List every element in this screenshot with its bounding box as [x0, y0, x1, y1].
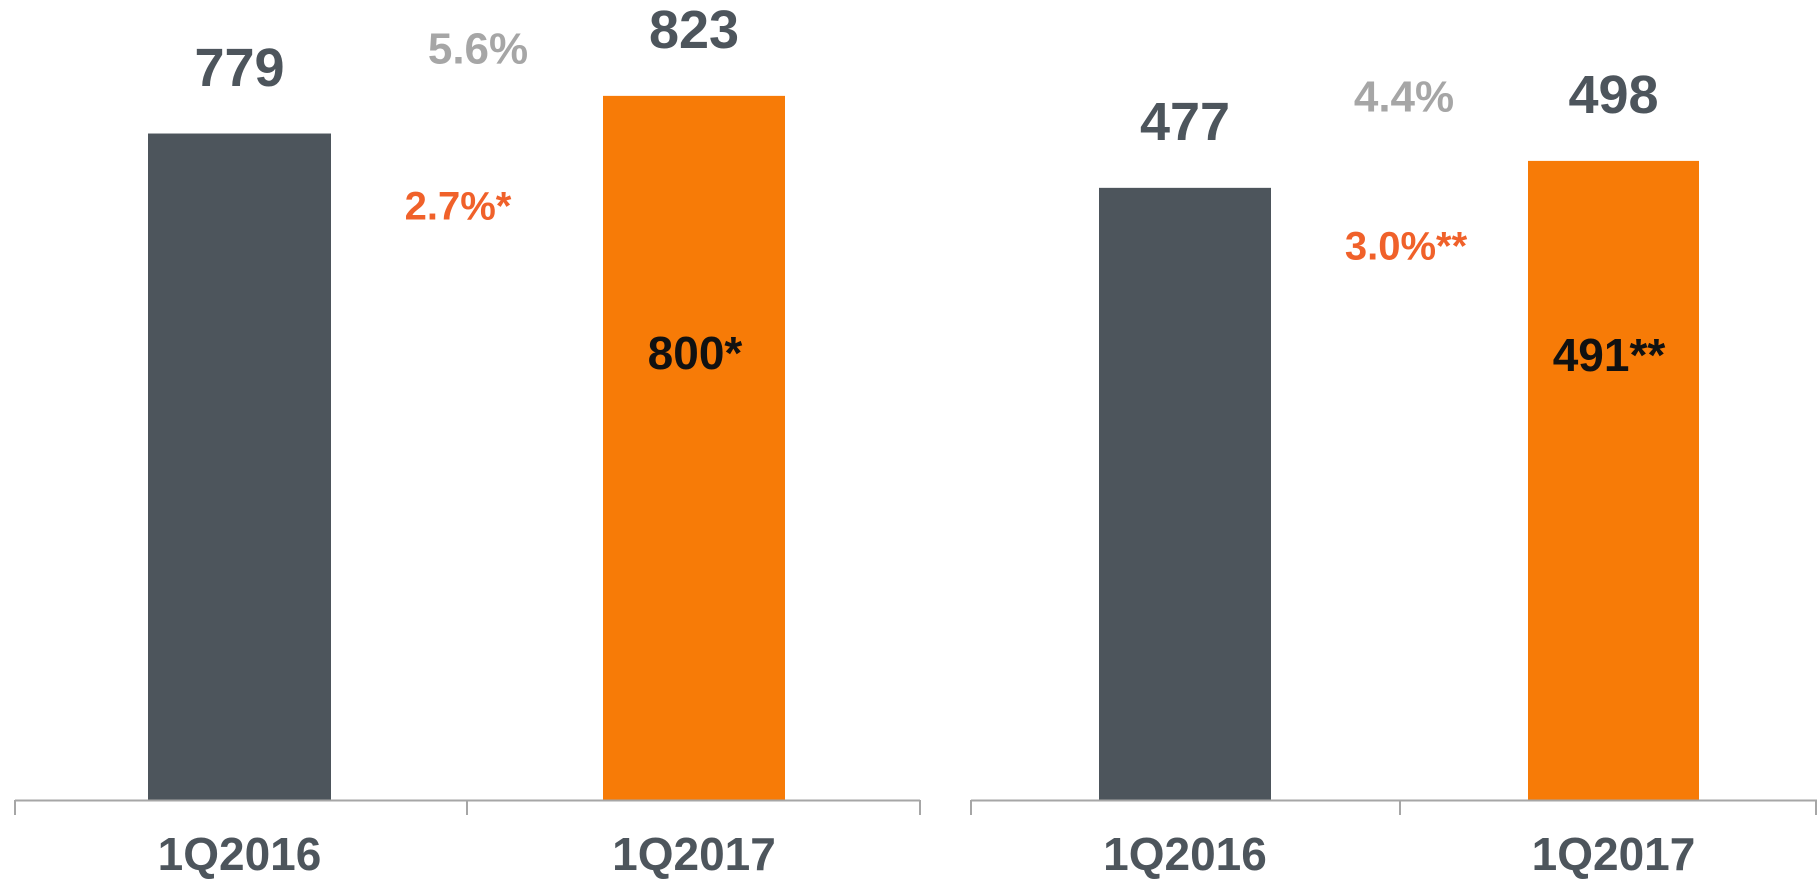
bar	[1099, 187, 1271, 801]
x-tick-label: 1Q2016	[158, 828, 322, 879]
bar	[603, 95, 785, 800]
annotation: 800*	[648, 327, 743, 379]
x-tick-label: 1Q2016	[1103, 828, 1267, 879]
annotation: 2.7%*	[405, 185, 512, 229]
annotation: 3.0%**	[1345, 225, 1468, 269]
value-label: 498	[1568, 65, 1658, 125]
annotation: 4.4%	[1354, 73, 1454, 122]
value-label: 823	[649, 0, 739, 60]
annotation: 5.6%	[428, 25, 528, 74]
x-tick-label: 1Q2017	[1532, 828, 1696, 879]
bar	[1528, 160, 1699, 800]
value-label: 779	[194, 38, 284, 98]
x-tick-label: 1Q2017	[612, 828, 776, 879]
value-label: 477	[1140, 92, 1230, 152]
bar	[148, 133, 331, 800]
annotation: 491**	[1553, 329, 1666, 381]
